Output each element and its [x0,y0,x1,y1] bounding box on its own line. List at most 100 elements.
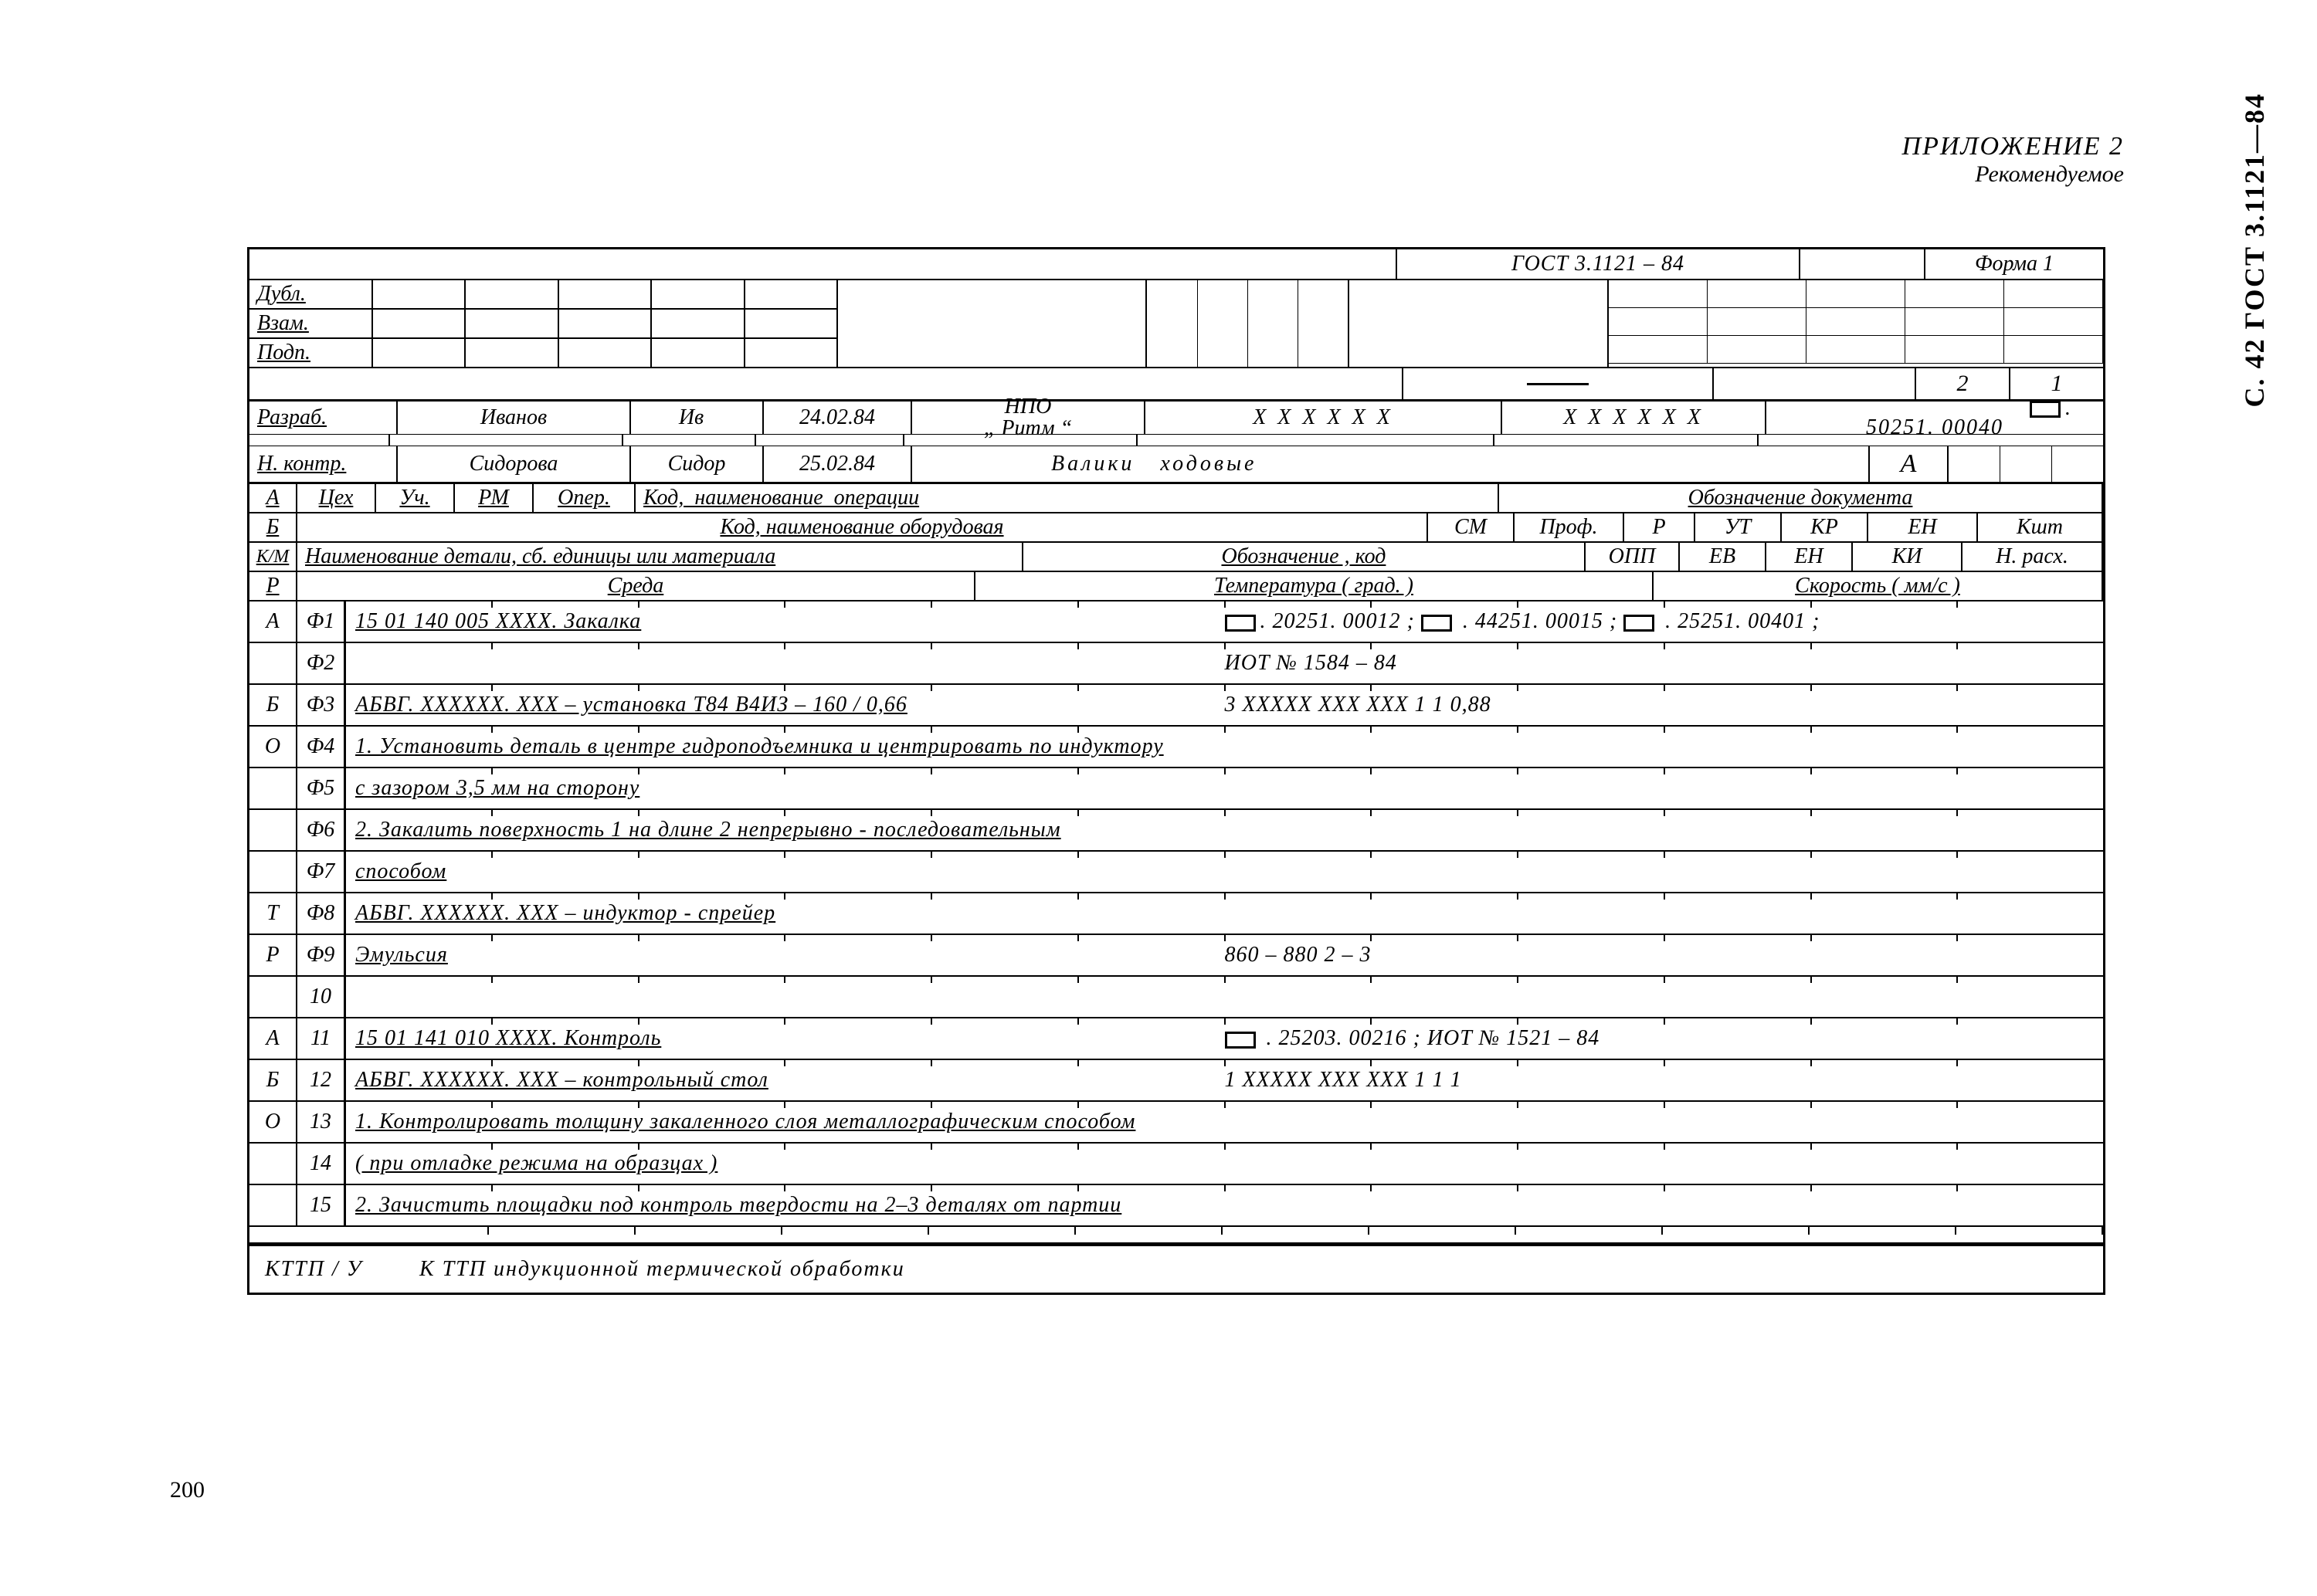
row-tag: А [249,1018,297,1059]
label-podp: Подп. [249,339,373,367]
name-sidorova: Сидорова [398,446,631,482]
row-tag: А [249,601,297,642]
header-row-a: А Цех Уч. РМ Опер. Код, наименование опе… [249,484,2103,513]
appendix-block: ПРИЛОЖЕНИЕ 2 Рекомендуемое [1902,131,2124,188]
row-content: 2. Закалить поверхность 1 на длине 2 неп… [346,810,2103,850]
row-num: 12 [297,1060,346,1100]
row-tag: Р [249,935,297,975]
data-row-Ф8: ТФ8АБВГ. ХХХХХХ. ХХХ – индуктор - спрейе… [249,893,2103,935]
data-row-Ф1: АФ115 01 140 005 ХХХХ. Закалка. 20251. 0… [249,601,2103,643]
row-content: Эмульсия860 – 880 2 – 3 [346,935,2103,975]
header-row-b: Б Код, наименование оборудовая СМ Проф. … [249,513,2103,543]
role-nkontr: Н. контр. [249,446,398,482]
row-tag [249,643,297,683]
row-tag: Т [249,893,297,934]
kttp-label: КТТП / У [265,1257,419,1282]
sheet-number: 2 [1915,368,2009,399]
page: С. 42 ГОСТ 3.1121—84 ПРИЛОЖЕНИЕ 2 Рекоме… [0,0,2317,1596]
organization: НПО „ Ритм “ [912,402,1145,434]
hdr-a-right: Обозначение документа [1499,484,2103,512]
row-content: способом [346,852,2103,892]
sign-ivanov: Ив [631,402,764,434]
row-tag [249,1144,297,1184]
hdr-km-mid: Обозначение , код [1023,543,1586,571]
row-num: Ф3 [297,685,346,725]
hdr-r-tag: Р [249,572,297,600]
role-razrab: Разраб. [249,402,398,434]
col-nrash: Н. расх. [1962,543,2103,571]
row-num: Ф9 [297,935,346,975]
row-content: ( при отладке режима на образцах ) [346,1144,2103,1184]
side-header: С. 42 ГОСТ 3.1121—84 [2238,93,2271,407]
label-dubl: Дубл. [249,280,373,308]
header-row-km: К/М Наименование детали, сб. единицы или… [249,543,2103,572]
row-content: 15 01 141 010 ХХХХ. Контроль . 25203. 00… [346,1018,2103,1059]
data-row-Ф2: Ф2ИОТ № 1584 – 84 [249,643,2103,685]
hdr-a-tag: А [249,484,297,512]
org-line1: НПО [1005,396,1052,418]
hdr-r-right: Скорость ( мм/с ) [1654,572,2103,600]
appendix-line2: Рекомендуемое [1902,161,2124,188]
data-row-12: Б12АБВГ. ХХХХХХ. ХХХ – контрольный стол1… [249,1060,2103,1102]
data-row-Ф3: БФ3АБВГ. ХХХХХХ. ХХХ – установка Т84 В4И… [249,685,2103,727]
row-num: Ф4 [297,727,346,767]
col-ev: ЕВ [1680,543,1766,571]
part-title: Валики ходовые [912,446,1868,482]
row-tag [249,977,297,1017]
row-content: 1. Установить деталь в центре гидроподъе… [346,727,2103,767]
row-tag: Б [249,1060,297,1100]
col-ksht: Кшт [1978,513,2103,541]
appendix-line1: ПРИЛОЖЕНИЕ 2 [1902,131,2124,161]
page-index-row: 2 1 [249,368,2103,402]
code-right2: . 50251. 00040 [1766,402,2103,434]
data-row-10: 10 [249,977,2103,1018]
hdr-b-tag: Б [249,513,297,541]
row-num: Ф5 [297,768,346,808]
row-content: 1. Контролировать толщину закаленного сл… [346,1102,2103,1142]
forma-label: Форма 1 [1925,249,2103,279]
gost-number: ГОСТ 3.1121 – 84 [1396,249,1800,279]
developer-block: Разраб. Иванов Ив 24.02.84 НПО „ Ритм “ … [249,402,2103,484]
col-en: ЕН [1868,513,1978,541]
data-row-Ф5: Ф5 с зазором 3,5 мм на сторону [249,768,2103,810]
row-tag: Б [249,685,297,725]
data-row-14: 14 ( при отладке режима на образцах ) [249,1144,2103,1185]
col-en2: ЕН [1766,543,1853,571]
col-kr: КР [1782,513,1868,541]
col-prof: Проф. [1515,513,1624,541]
data-row-Ф7: Ф7 способом [249,852,2103,893]
row-num: Ф6 [297,810,346,850]
data-row-11: А1115 01 141 010 ХХХХ. Контроль . 25203.… [249,1018,2103,1060]
row-content: с зазором 3,5 мм на сторону [346,768,2103,808]
row-tag [249,768,297,808]
row-tag: О [249,1102,297,1142]
gap-row [249,1227,2103,1244]
data-row-Ф9: РФ9 Эмульсия860 – 880 2 – 3 [249,935,2103,977]
top-strip: ГОСТ 3.1121 – 84 Форма 1 [249,249,2103,280]
row-num: Ф1 [297,601,346,642]
sign-sidorova: Сидор [631,446,764,482]
data-row-Ф4: ОФ41. Установить деталь в центре гидропо… [249,727,2103,768]
row-content [346,977,2103,1017]
data-row-15: 152. Зачистить площадки под контроль тве… [249,1185,2103,1227]
data-row-13: О131. Контролировать толщину закаленного… [249,1102,2103,1144]
row-tag [249,1185,297,1225]
hdr-b-text: Код, наименование оборудовая [297,513,1428,541]
row-tag [249,852,297,892]
row-num: 15 [297,1185,346,1225]
row-tag [249,810,297,850]
code-right1: X X X X X X [1502,402,1766,434]
row-content: 2. Зачистить площадки под контроль тверд… [346,1185,2103,1225]
row-num: 11 [297,1018,346,1059]
code-mid: X X X X X X [1145,402,1502,434]
row-tag: О [249,727,297,767]
letter-a: А [1868,446,1949,482]
row-num: 10 [297,977,346,1017]
row-content: АБВГ. ХХХХХХ. ХХХ – установка Т84 В4ИЗ –… [346,685,2103,725]
col-r: Р [1624,513,1695,541]
col-opp: ОПП [1586,543,1680,571]
header-row-r: Р Среда Температура ( град. ) Скорость (… [249,572,2103,601]
hdr-r-text: Среда [297,572,975,600]
bottom-text: К ТТП индукционной термической обработки [419,1257,905,1282]
row-num: Ф2 [297,643,346,683]
